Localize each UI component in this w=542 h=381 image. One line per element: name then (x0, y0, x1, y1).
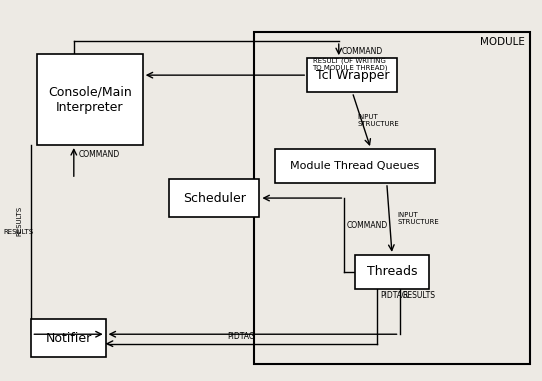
Text: RESULTS: RESULTS (402, 291, 435, 300)
FancyBboxPatch shape (307, 58, 397, 92)
Text: RESULTS: RESULTS (17, 206, 23, 236)
FancyBboxPatch shape (37, 54, 143, 145)
Text: COMMAND: COMMAND (347, 221, 388, 230)
Text: COMMAND: COMMAND (79, 150, 120, 159)
Text: RESULT (OF WRITING
TO MODULE THREAD): RESULT (OF WRITING TO MODULE THREAD) (313, 58, 388, 71)
FancyBboxPatch shape (275, 149, 435, 183)
Bar (254, 32, 530, 365)
Text: Scheduler: Scheduler (183, 192, 246, 205)
FancyBboxPatch shape (355, 255, 429, 289)
Text: INPUT
STRUCTURE: INPUT STRUCTURE (358, 114, 399, 127)
Text: Tcl Wrapper: Tcl Wrapper (315, 69, 389, 82)
Text: Console/Main
Interpreter: Console/Main Interpreter (48, 86, 132, 114)
Text: MODULE: MODULE (480, 37, 525, 47)
Text: Threads: Threads (367, 265, 417, 278)
Text: INPUT
STRUCTURE: INPUT STRUCTURE (397, 212, 439, 226)
Text: PIDTAG: PIDTAG (380, 291, 408, 300)
Text: Module Thread Queues: Module Thread Queues (291, 161, 420, 171)
FancyBboxPatch shape (169, 179, 260, 217)
Text: PIDTAG: PIDTAG (228, 331, 255, 341)
Text: Notifier: Notifier (46, 331, 92, 344)
Text: COMMAND: COMMAND (341, 47, 383, 56)
FancyBboxPatch shape (31, 319, 106, 357)
Text: RESULTS: RESULTS (3, 229, 33, 235)
